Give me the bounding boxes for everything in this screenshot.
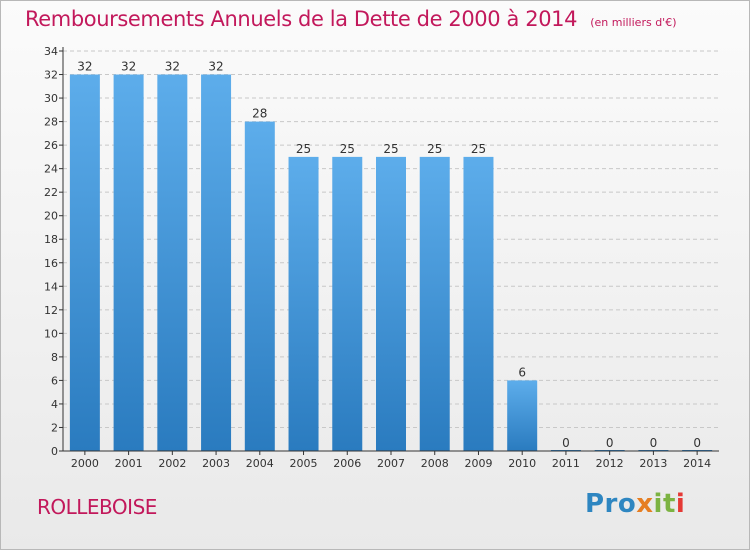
y-tick-label: 0 xyxy=(51,445,58,458)
x-tick-label: 2010 xyxy=(508,457,536,470)
data-label: 32 xyxy=(77,60,92,74)
x-axis-ticks: 2000 2001 2002 2003 2004 2005 2006 2007 2008 2009… xyxy=(71,451,711,470)
y-tick-label: 2 xyxy=(51,421,58,434)
data-label: 32 xyxy=(121,60,136,74)
y-tick-label: 20 xyxy=(44,210,58,223)
logo-part-3: it xyxy=(653,489,676,519)
axes xyxy=(62,47,719,452)
data-label: 28 xyxy=(252,107,267,121)
x-tick-label: 2005 xyxy=(290,457,318,470)
bar xyxy=(113,74,144,451)
y-tick-label: 24 xyxy=(44,163,58,176)
proxiti-logo: Proxiti xyxy=(585,489,685,519)
y-tick-label: 4 xyxy=(51,398,58,411)
y-tick-label: 26 xyxy=(44,139,58,152)
data-label: 25 xyxy=(340,142,355,156)
x-tick-label: 2013 xyxy=(639,457,667,470)
bar xyxy=(419,156,450,451)
x-tick-label: 2009 xyxy=(464,457,492,470)
logo-part-2: x xyxy=(636,489,654,519)
bar xyxy=(332,156,363,451)
x-tick-label: 2000 xyxy=(71,457,99,470)
logo-part-4: i xyxy=(675,489,686,519)
y-tick-label: 32 xyxy=(44,69,58,82)
data-label: 25 xyxy=(296,142,311,156)
bar xyxy=(69,74,100,451)
x-tick-label: 2002 xyxy=(158,457,186,470)
bar xyxy=(463,156,494,451)
data-label: 0 xyxy=(562,436,570,450)
data-label: 6 xyxy=(518,365,526,379)
x-tick-label: 2011 xyxy=(552,457,580,470)
data-labels: 32 32 32 32 28 25 25 25 25 25 6 0 0 0 0 xyxy=(77,60,701,450)
y-tick-label: 22 xyxy=(44,186,58,199)
data-label: 32 xyxy=(165,60,180,74)
data-label: 0 xyxy=(693,436,701,450)
y-tick-label: 12 xyxy=(44,304,58,317)
data-label: 32 xyxy=(208,60,223,74)
bar xyxy=(376,156,406,451)
data-label: 25 xyxy=(383,142,398,156)
x-tick-label: 2004 xyxy=(246,457,274,470)
x-tick-label: 2007 xyxy=(377,457,405,470)
bar xyxy=(157,74,188,451)
y-tick-label: 16 xyxy=(44,257,58,270)
data-label: 0 xyxy=(650,436,658,450)
y-tick-label: 18 xyxy=(44,233,58,246)
bar xyxy=(288,156,319,451)
y-tick-label: 6 xyxy=(51,374,58,387)
y-tick-label: 8 xyxy=(51,351,58,364)
x-tick-label: 2003 xyxy=(202,457,230,470)
y-tick-label: 10 xyxy=(44,327,58,340)
bar xyxy=(201,74,232,451)
chart-unit-label: (en milliers d'€) xyxy=(590,16,677,29)
logo-part-1: Pro xyxy=(585,489,637,519)
bar xyxy=(507,380,538,451)
data-label: 25 xyxy=(427,142,442,156)
y-tick-label: 30 xyxy=(44,92,58,105)
bar xyxy=(244,121,275,452)
chart-title: Remboursements Annuels de la Dette de 20… xyxy=(25,7,676,31)
y-tick-label: 14 xyxy=(44,280,58,293)
grid-lines xyxy=(63,50,719,428)
y-tick-label: 28 xyxy=(44,116,58,129)
x-tick-label: 2012 xyxy=(596,457,624,470)
x-tick-label: 2006 xyxy=(333,457,361,470)
x-tick-label: 2001 xyxy=(115,457,143,470)
chart-title-text: Remboursements Annuels de la Dette de 20… xyxy=(25,7,578,31)
x-tick-label: 2008 xyxy=(421,457,449,470)
y-tick-label: 34 xyxy=(44,45,58,58)
data-label: 25 xyxy=(471,142,486,156)
x-tick-label: 2014 xyxy=(683,457,711,470)
commune-name: ROLLEBOISE xyxy=(37,495,157,519)
bars xyxy=(69,74,713,452)
data-label: 0 xyxy=(606,436,614,450)
